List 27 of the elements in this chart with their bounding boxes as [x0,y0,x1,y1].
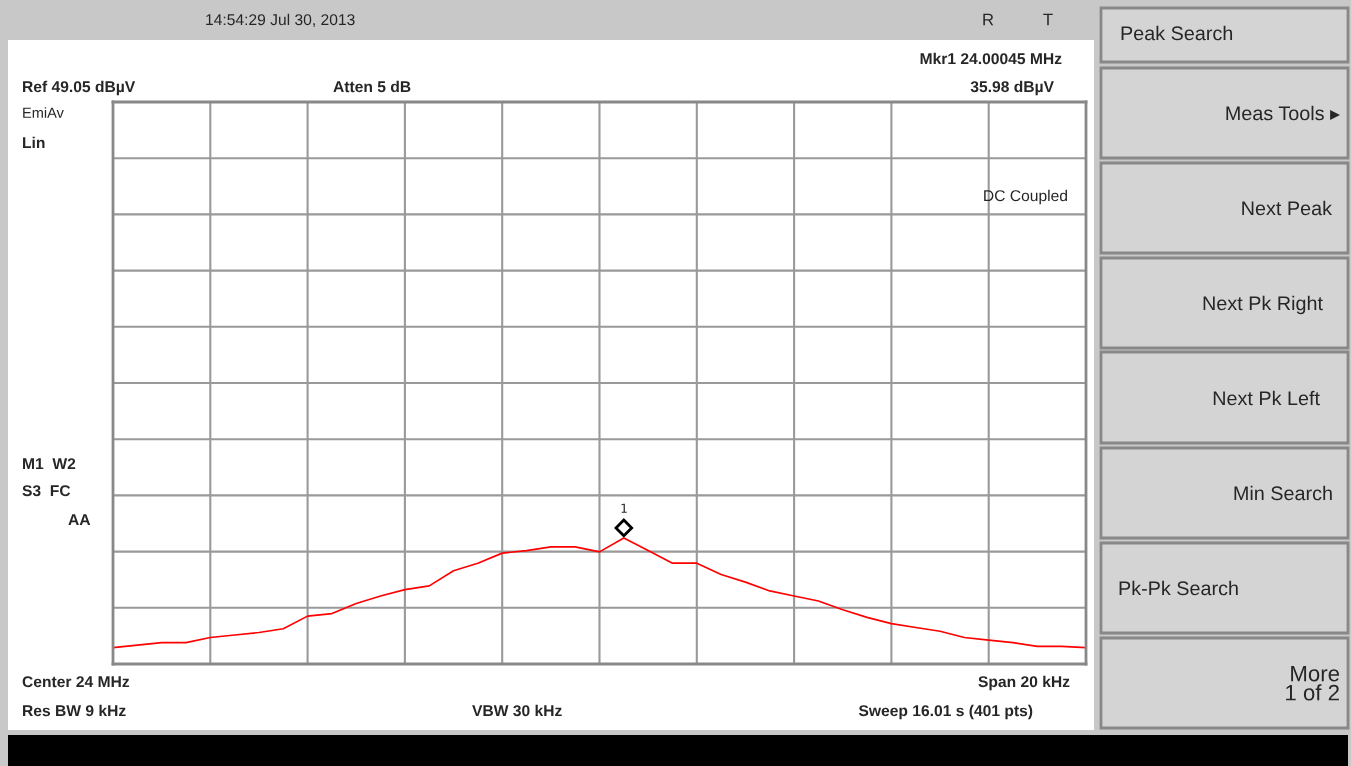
text: DC Coupled [984,189,1067,205]
text: EmiAv [23,107,64,118]
text: Sweep 16.01 s (401 pts) [858,704,1033,720]
text: R [983,13,994,26]
text: Next Peak [1242,200,1333,216]
text: Next Pk Left [1213,390,1320,406]
text: Min Search [1234,485,1332,501]
text: Atten 5 dB [333,80,411,93]
text: Pk-Pk Search [1119,580,1238,596]
text: Peak Search [1121,25,1233,41]
text: AA [68,514,91,526]
text: Span 20 kHz [978,675,1070,691]
text: VBW 30 kHz [472,704,562,717]
text: Ref 49.05 dBµV [23,80,136,96]
text: Center 24 MHz [22,676,130,688]
text: 1 [621,503,627,513]
text: Next Pk Right [1203,295,1323,315]
text: More 1 of 2 [1286,665,1340,701]
text: Res BW 9 kHz [23,704,126,717]
text: Lin [23,136,45,149]
text: M1 W2 [23,458,76,470]
text: S3 FC [22,485,71,497]
text: T [1043,13,1053,26]
text: Meas Tools ▸ [1226,105,1340,121]
text: Mkr1 24.00045 MHz [920,52,1062,65]
text: 35.98 dBµV [970,80,1054,96]
text: 14:54:29 Jul 30, 2013 [206,13,355,28]
